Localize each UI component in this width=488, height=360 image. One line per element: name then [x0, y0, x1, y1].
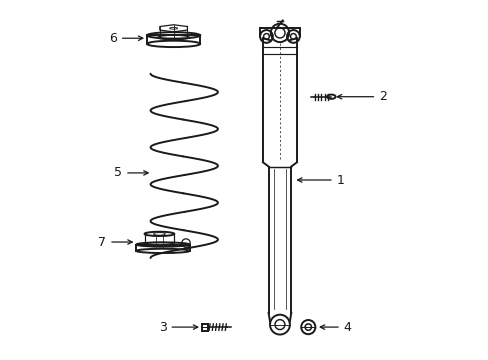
Text: 1: 1 [297, 174, 344, 186]
Text: 3: 3 [158, 321, 197, 334]
Text: 7: 7 [98, 235, 132, 248]
Text: 5: 5 [114, 166, 148, 179]
Text: 2: 2 [337, 90, 386, 103]
Text: 6: 6 [109, 32, 142, 45]
Text: 4: 4 [320, 321, 351, 334]
